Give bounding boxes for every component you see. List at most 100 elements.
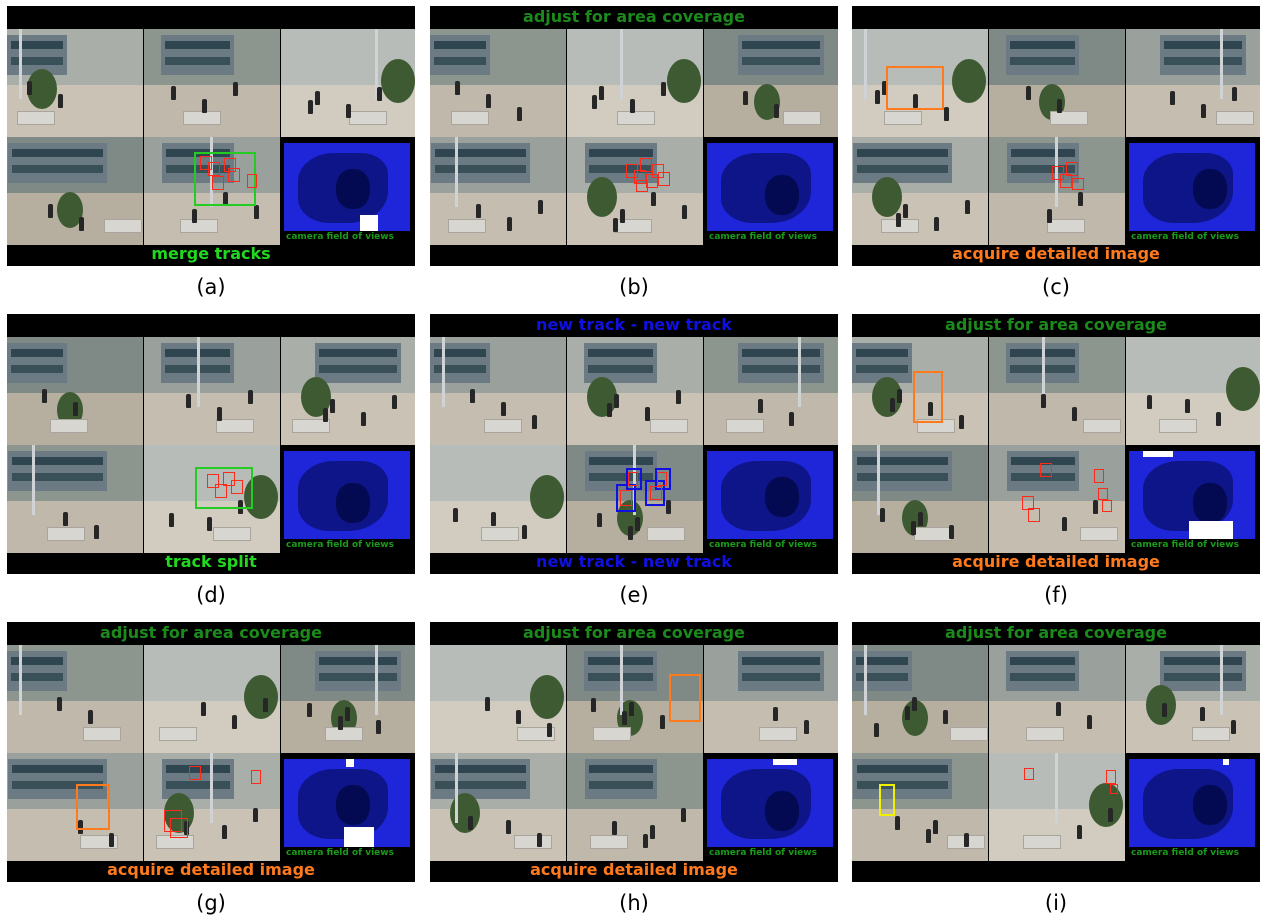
- building-window: [11, 365, 63, 373]
- building-window: [589, 473, 653, 481]
- building: [430, 35, 490, 75]
- lamp-pole: [375, 645, 378, 715]
- fov-label: camera field of views: [709, 540, 817, 550]
- pedestrian: [232, 715, 237, 729]
- camera-view: [7, 337, 143, 445]
- pedestrian: [485, 697, 490, 711]
- pedestrian: [804, 720, 809, 734]
- building: [738, 651, 824, 691]
- camera-view: [989, 137, 1125, 245]
- camera-view: [1126, 337, 1260, 445]
- building-window: [1011, 457, 1075, 465]
- tree: [1146, 685, 1176, 725]
- pedestrian: [912, 697, 917, 711]
- figure-panel: camera field of views track split: [7, 314, 415, 574]
- fov-overlap-core: [336, 785, 370, 825]
- planter: [349, 111, 387, 125]
- camera-view: [704, 645, 838, 753]
- tree: [244, 675, 278, 719]
- building-window: [742, 365, 820, 373]
- camera-view: [144, 445, 280, 553]
- pedestrian: [651, 192, 656, 206]
- building-window: [166, 165, 230, 173]
- building-window: [742, 57, 820, 65]
- bottom-caption: acquire detailed image: [952, 552, 1160, 571]
- camera-fov-map: [284, 759, 410, 847]
- top-caption: [852, 7, 1260, 27]
- pedestrian: [361, 412, 366, 426]
- pedestrian: [645, 407, 650, 421]
- camera-view: [430, 445, 566, 553]
- pedestrian: [346, 104, 351, 118]
- building-window: [589, 765, 653, 773]
- camera-fov-map: [1129, 451, 1255, 539]
- fov-uncovered-region: [1223, 759, 1229, 765]
- planter: [325, 727, 363, 741]
- building: [430, 343, 490, 383]
- pedestrian: [964, 833, 969, 847]
- detection-box: [170, 818, 188, 838]
- planter: [50, 419, 88, 433]
- pedestrian: [1216, 412, 1221, 426]
- pedestrian: [248, 390, 253, 404]
- building-window: [857, 457, 948, 465]
- building-window: [1164, 57, 1242, 65]
- pedestrian: [169, 513, 174, 527]
- pedestrian: [591, 698, 596, 712]
- detection-box: [224, 158, 236, 172]
- building-window: [1011, 473, 1075, 481]
- pedestrian: [1078, 192, 1083, 206]
- detection-box: [1110, 784, 1118, 794]
- pedestrian: [897, 389, 902, 403]
- camera-view: [7, 645, 143, 753]
- planter: [1026, 727, 1064, 741]
- building-window: [434, 41, 486, 49]
- pedestrian: [254, 205, 259, 219]
- camera-view: [430, 645, 566, 753]
- building-window: [11, 57, 63, 65]
- camera-view: [852, 753, 988, 861]
- figure-panel: camera field of views merge tracks: [7, 6, 415, 266]
- building-window: [742, 349, 820, 357]
- camera-view: [567, 337, 703, 445]
- detection-box: [1106, 770, 1116, 784]
- camera-view: [1126, 29, 1260, 137]
- pedestrian: [88, 710, 93, 724]
- pedestrian: [628, 526, 633, 540]
- camera-view: [989, 29, 1125, 137]
- planter: [451, 111, 489, 125]
- pedestrian: [506, 820, 511, 834]
- camera-view: [281, 29, 415, 137]
- building-window: [857, 149, 948, 157]
- planter: [180, 219, 218, 233]
- pedestrian: [1147, 395, 1152, 409]
- pedestrian: [253, 808, 258, 822]
- building-window: [1010, 41, 1075, 49]
- camera-view: [430, 337, 566, 445]
- pedestrian: [620, 209, 625, 223]
- planter: [481, 527, 519, 541]
- building-window: [589, 457, 653, 465]
- detection-box: [1028, 508, 1040, 522]
- panel-label: (e): [619, 583, 649, 607]
- pedestrian: [630, 99, 635, 113]
- planter: [647, 527, 685, 541]
- lamp-pole: [375, 29, 378, 99]
- lamp-pole: [864, 29, 867, 99]
- top-caption: [7, 315, 415, 335]
- planter: [484, 419, 522, 433]
- camera-view: [567, 29, 703, 137]
- camera-view: [430, 29, 566, 137]
- detection-box: [231, 480, 243, 494]
- fov-uncovered-region: [1143, 451, 1173, 457]
- camera-view: [704, 337, 838, 445]
- panel-label: (d): [196, 583, 226, 607]
- pedestrian: [612, 821, 617, 835]
- building-window: [1164, 657, 1242, 665]
- tree: [530, 475, 564, 519]
- camera-view: [704, 29, 838, 137]
- tree: [587, 177, 617, 217]
- pedestrian: [949, 525, 954, 539]
- pedestrian: [73, 402, 78, 416]
- fov-uncovered-region: [360, 215, 378, 231]
